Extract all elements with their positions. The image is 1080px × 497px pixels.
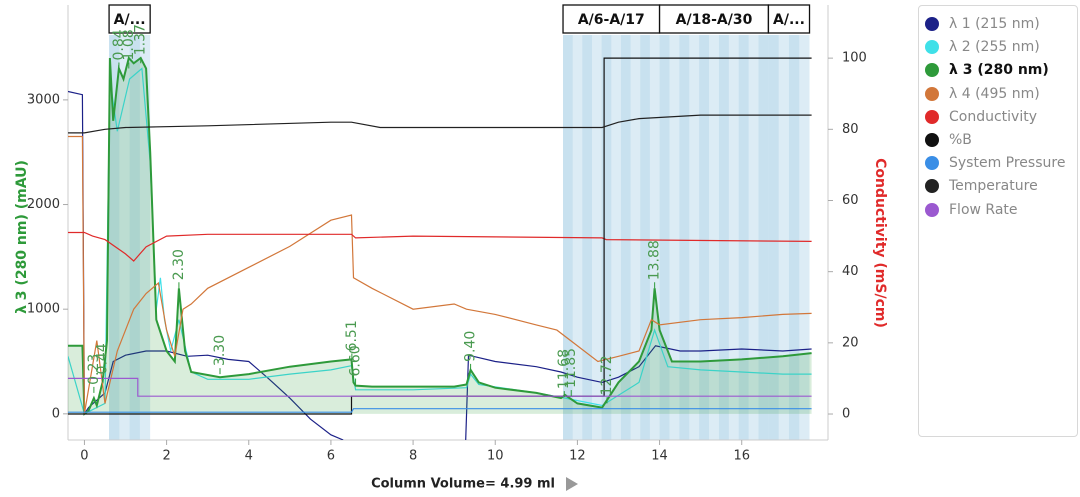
fraction-stripe [129, 35, 140, 440]
fraction-stripe [640, 35, 650, 440]
peak-label: 1.08 [121, 29, 137, 60]
legend-swatch [925, 202, 939, 217]
chart: λ 3 (280 nm) (mAU) Conductivity (mS/cm) … [14, 4, 888, 492]
fraction-stripe [659, 35, 670, 440]
y-tick-label: 2000 [27, 197, 60, 212]
fraction-label: A/6-A/17 [578, 12, 645, 28]
x-tick-label: 12 [569, 449, 586, 464]
x-unit-note[interactable]: = 4.99 ml [485, 477, 555, 492]
y2-tick-label: 20 [842, 335, 859, 350]
fraction-stripe [718, 35, 729, 440]
peak-label: 3.30 [212, 335, 228, 366]
series-line [68, 231, 812, 262]
legend-label: λ 3 (280 nm) [949, 62, 1049, 79]
y-tick-label: 0 [52, 406, 60, 421]
y2-tick-label: 100 [842, 51, 867, 66]
series-line [68, 408, 812, 413]
fraction-label: A/... [773, 12, 805, 28]
legend-label: λ 2 (255 nm) [949, 39, 1040, 56]
peak-label: 0.84 [111, 29, 127, 60]
y-tick-label: 3000 [27, 92, 60, 107]
fraction-box [108, 4, 151, 34]
series-line [68, 114, 812, 134]
legend-label: Flow Rate [949, 201, 1018, 218]
fraction-stripe [679, 35, 690, 440]
legend-item[interactable]: %B [925, 130, 972, 150]
legend-swatch [925, 86, 939, 101]
legend-swatch [925, 133, 939, 147]
x-tick-label: 6 [327, 449, 335, 464]
fraction-stripe [699, 35, 710, 440]
fraction-label: A/... [114, 12, 146, 28]
series-line [68, 67, 812, 415]
fraction-stripe [738, 35, 749, 440]
legend-item[interactable]: Flow Rate [925, 200, 1018, 220]
legend-label: %B [949, 132, 972, 148]
legend-swatch [925, 63, 939, 78]
fraction-stripe [788, 35, 800, 440]
fraction-stripe [109, 35, 120, 440]
x-tick-label: 2 [162, 449, 170, 464]
peak-label: 6.51 [344, 320, 360, 351]
legend-item[interactable]: Conductivity [925, 107, 1037, 127]
series-line [68, 135, 812, 414]
legend-swatch [925, 109, 939, 124]
x-tick-label: 16 [733, 449, 750, 464]
x-tick-label: 0 [80, 449, 88, 464]
legend-item[interactable]: λ 1 (215 nm) [925, 14, 1040, 34]
peak-label: 11.85 [563, 348, 579, 388]
legend-label: λ 1 (215 nm) [949, 16, 1040, 32]
arrow-icon[interactable] [566, 477, 578, 491]
y2-axis-title: Conductivity (mS/cm) [872, 158, 888, 328]
fraction-stripe [758, 35, 769, 440]
peak-label: 11.68 [556, 349, 572, 389]
fraction-stripe [768, 35, 779, 440]
x-axis-title: Column Volume [371, 477, 485, 492]
legend-label: System Pressure [949, 155, 1066, 172]
legend-item[interactable]: System Pressure [925, 153, 1065, 173]
fraction-box [658, 4, 770, 34]
fraction-label: A/18-A/30 [676, 12, 753, 28]
legend-swatch [925, 156, 939, 171]
y2-tick-label: 40 [842, 264, 859, 279]
fraction-stripe [601, 35, 612, 440]
legend-swatch [925, 40, 939, 55]
peak-label: 9.40 [463, 331, 479, 362]
fraction-stripe [620, 35, 631, 440]
y-axis-title: λ 3 (280 nm) (mAU) [14, 160, 30, 314]
fraction-box [767, 4, 811, 34]
x-tick-label: 4 [245, 449, 253, 464]
series-area [68, 58, 812, 414]
x-tick-label: 14 [651, 449, 668, 464]
legend-item[interactable]: λ 2 (255 nm) [925, 37, 1040, 57]
legend-item[interactable]: λ 4 (495 nm) [925, 84, 1040, 104]
series-line [68, 90, 812, 440]
fraction-box [562, 4, 661, 34]
legend: λ 1 (215 nm) λ 2 (255 nm) λ 3 (280 nm) λ 4 … [918, 5, 1078, 437]
peak-label: 13.88 [647, 240, 663, 280]
series-line [68, 55, 812, 416]
peak-label: 0.44 [95, 343, 111, 374]
peak-label: 0.23 [86, 354, 102, 385]
peak-label: 1.37 [133, 24, 149, 55]
y2-tick-label: 60 [842, 193, 859, 208]
peak-label: 12.72 [599, 355, 615, 395]
peak-label: 6.60 [348, 345, 364, 376]
y2-tick-label: 0 [842, 407, 850, 422]
x-tick-label: 8 [409, 449, 417, 464]
legend-label: Temperature [949, 178, 1038, 195]
y-tick-label: 1000 [27, 302, 60, 317]
legend-label: Conductivity [949, 108, 1037, 125]
legend-swatch [925, 179, 939, 194]
peak-label: 2.30 [171, 249, 187, 280]
legend-label: λ 4 (495 nm) [949, 85, 1040, 102]
legend-item[interactable]: λ 3 (280 nm) [925, 60, 1049, 80]
legend-item[interactable]: Temperature [925, 176, 1038, 196]
x-tick-label: 10 [487, 449, 504, 464]
legend-swatch [925, 17, 939, 31]
y2-tick-label: 80 [842, 122, 859, 137]
